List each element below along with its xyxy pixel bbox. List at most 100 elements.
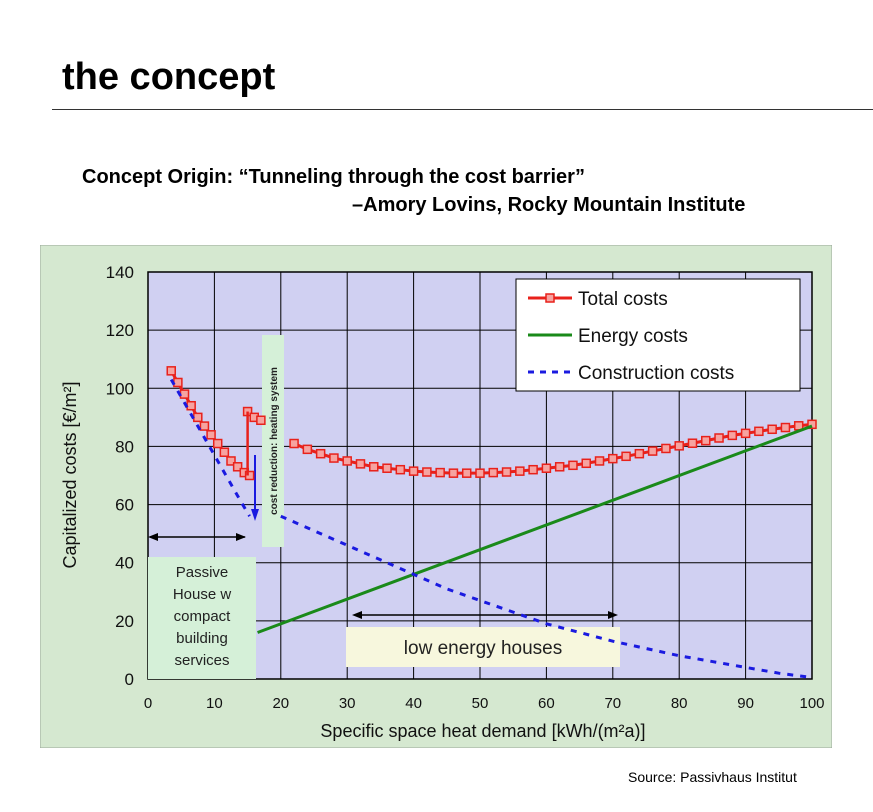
quote-attribution: –Amory Lovins, Rocky Mountain Institute bbox=[352, 194, 746, 216]
legend-total-costs: Total costs bbox=[578, 289, 668, 310]
quote-line-1: Concept Origin: “Tunneling through the c… bbox=[82, 166, 585, 188]
x-tick-labels: 0 10 20 30 40 50 60 70 80 90 100 bbox=[144, 695, 825, 712]
series-0-point-2-7 bbox=[382, 463, 392, 473]
series-0-point-0-6 bbox=[206, 430, 216, 440]
passive-house-annotation: Passive House w compact building service… bbox=[148, 533, 256, 679]
series-0-point-2-8 bbox=[395, 464, 406, 475]
source-credit: Source: Passivhaus Institut bbox=[628, 769, 797, 785]
low-energy-annotation: low energy houses bbox=[346, 611, 620, 667]
series-0-point-2-20 bbox=[554, 462, 565, 472]
y-tick-4: 80 bbox=[115, 437, 134, 456]
y-axis-label: Capitalized costs [€/m²] bbox=[60, 381, 80, 568]
y-tick-6: 120 bbox=[106, 321, 134, 340]
x-tick-8: 80 bbox=[671, 695, 688, 712]
series-0-point-2-1 bbox=[302, 444, 313, 455]
series-0-point-2-22 bbox=[581, 458, 591, 469]
series-0-point-2-36 bbox=[767, 424, 777, 435]
cost-reduction-label: cost reduction: heating system bbox=[269, 367, 280, 515]
series-0-point-2-28 bbox=[661, 443, 671, 454]
series-layer bbox=[166, 366, 817, 680]
series-0-point-2-17 bbox=[515, 466, 525, 476]
series-1-line-0 bbox=[257, 424, 813, 634]
series-0-point-2-10 bbox=[422, 467, 432, 477]
x-tick-1: 10 bbox=[206, 695, 223, 712]
series-0-point-2-11 bbox=[435, 467, 445, 478]
low-energy-label: low energy houses bbox=[404, 638, 562, 659]
passive-house-line-4: building bbox=[176, 630, 228, 647]
series-0-point-2-3 bbox=[329, 453, 339, 463]
series-0-point-2-32 bbox=[714, 433, 724, 443]
title-divider bbox=[52, 109, 873, 110]
series-0-point-2-25 bbox=[621, 451, 631, 462]
series-0-point-2-14 bbox=[475, 468, 485, 478]
series-0-point-2-39 bbox=[807, 419, 817, 430]
series-0-point-2-24 bbox=[608, 453, 618, 464]
series-0-point-2-31 bbox=[701, 435, 711, 446]
series-2-line-1 bbox=[280, 514, 813, 680]
x-tick-3: 30 bbox=[339, 695, 356, 712]
y-tick-labels: 0 20 40 60 80 100 120 140 bbox=[106, 263, 134, 689]
cost-chart: 0 20 40 60 80 100 120 140 0 10 20 30 40 50 60 70 80 90 10… bbox=[40, 245, 832, 748]
series-0-point-0-1 bbox=[173, 377, 183, 388]
series-0-point-1-2 bbox=[256, 415, 266, 426]
series-0-point-2-16 bbox=[501, 467, 512, 477]
legend-total-marker bbox=[545, 293, 555, 303]
x-tick-4: 40 bbox=[405, 695, 422, 712]
series-0-point-2-30 bbox=[687, 438, 698, 448]
x-tick-9: 90 bbox=[737, 695, 754, 712]
series-0-point-2-33 bbox=[727, 430, 738, 441]
series-0-point-0-8 bbox=[219, 447, 230, 457]
legend-construction-costs: Construction costs bbox=[578, 363, 734, 384]
y-tick-2: 40 bbox=[115, 554, 134, 573]
legend-energy-costs: Energy costs bbox=[578, 326, 688, 347]
y-tick-0: 0 bbox=[125, 670, 134, 689]
series-0-point-2-27 bbox=[647, 446, 658, 456]
series-0-point-2-13 bbox=[461, 468, 472, 478]
plot-border bbox=[147, 271, 813, 680]
series-0-point-2-15 bbox=[488, 467, 499, 478]
series-0-point-2-21 bbox=[568, 460, 578, 471]
series-0-point-2-18 bbox=[528, 464, 538, 475]
slide-title: the concept bbox=[62, 56, 276, 98]
series-0-point-0-9 bbox=[226, 456, 236, 466]
series-0-point-0-5 bbox=[199, 421, 210, 431]
series-0-point-2-4 bbox=[342, 456, 352, 466]
series-0-point-2-19 bbox=[541, 463, 552, 473]
series-0-point-0-4 bbox=[193, 412, 203, 423]
x-tick-5: 50 bbox=[472, 695, 489, 712]
series-0-point-2-12 bbox=[448, 468, 459, 478]
cost-reduction-annotation: cost reduction: heating system bbox=[251, 335, 284, 547]
series-0-point-2-23 bbox=[594, 456, 605, 466]
x-tick-10: 100 bbox=[799, 695, 824, 712]
x-axis-label: Specific space heat demand [kWh/(m²a)] bbox=[320, 721, 645, 741]
series-0-point-2-26 bbox=[634, 448, 645, 459]
passive-house-line-5: services bbox=[174, 652, 229, 669]
series-0-point-2-37 bbox=[780, 422, 791, 433]
series-0-point-0-7 bbox=[212, 438, 223, 449]
x-tick-0: 0 bbox=[144, 695, 152, 712]
legend: Total costs Energy costs Construction co… bbox=[515, 278, 801, 392]
y-tick-1: 20 bbox=[115, 612, 134, 631]
passive-house-line-3: compact bbox=[174, 608, 232, 625]
series-0-point-2-5 bbox=[355, 459, 366, 469]
series-0-point-0-0 bbox=[166, 366, 176, 376]
series-0-point-0-10 bbox=[232, 462, 243, 472]
series-0-point-2-35 bbox=[754, 426, 764, 437]
y-tick-5: 100 bbox=[106, 379, 134, 398]
y-tick-7: 140 bbox=[106, 263, 134, 282]
series-0-point-0-2 bbox=[179, 389, 190, 399]
passive-house-line-1: Passive bbox=[176, 564, 229, 581]
series-0-point-2-9 bbox=[408, 466, 419, 476]
series-0-point-2-6 bbox=[369, 462, 379, 472]
x-tick-2: 20 bbox=[272, 695, 289, 712]
series-0-point-0-12 bbox=[244, 470, 255, 481]
x-tick-6: 60 bbox=[538, 695, 555, 712]
series-0-point-2-29 bbox=[674, 441, 684, 451]
series-0-line-2 bbox=[293, 422, 813, 475]
x-tick-7: 70 bbox=[604, 695, 621, 712]
passive-house-line-2: House w bbox=[173, 586, 232, 603]
series-0-point-2-0 bbox=[289, 438, 299, 449]
series-0-point-2-2 bbox=[315, 448, 326, 459]
y-tick-3: 60 bbox=[115, 496, 134, 515]
series-0-point-0-3 bbox=[186, 400, 196, 411]
